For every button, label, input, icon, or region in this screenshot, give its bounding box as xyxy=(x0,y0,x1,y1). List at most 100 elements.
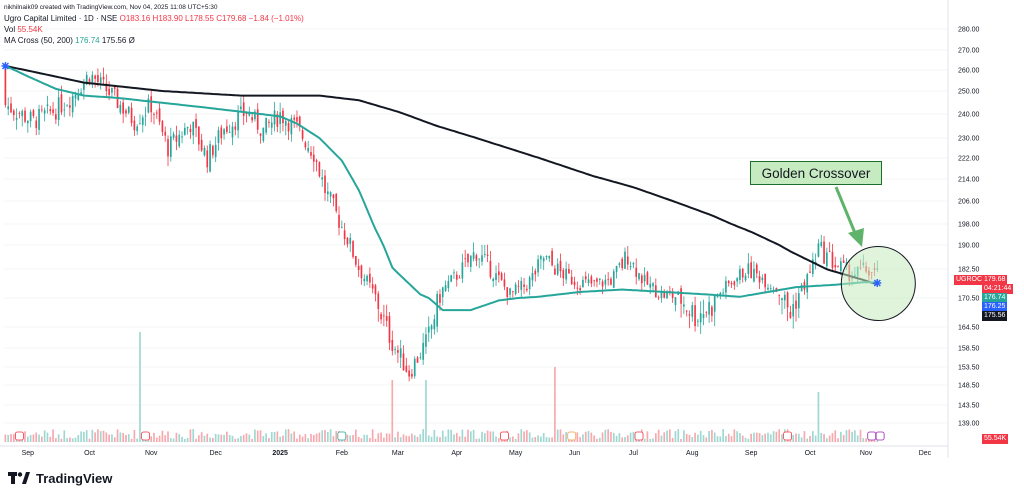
volume-bar xyxy=(607,429,610,442)
volume-bar xyxy=(212,437,214,442)
candle-body xyxy=(811,259,814,274)
candle-body xyxy=(326,191,329,195)
volume-bar xyxy=(610,432,612,442)
candle-body xyxy=(517,286,520,288)
volume-bar xyxy=(453,434,455,442)
candle-body xyxy=(318,162,321,177)
ma-cross-line: MA Cross (50, 200) 176.74 175.56 Ø xyxy=(4,36,135,45)
candle-body xyxy=(427,326,430,333)
candle-body xyxy=(464,258,467,260)
volume-bar xyxy=(38,434,40,442)
candle-body xyxy=(736,278,738,282)
candle-body xyxy=(643,274,646,282)
candle-body xyxy=(413,358,416,377)
volume-bar xyxy=(699,430,702,442)
candle-body xyxy=(150,96,153,113)
volume-bar xyxy=(268,438,270,442)
volume-bar xyxy=(217,434,220,442)
volume-bar xyxy=(254,429,256,442)
volume-bar xyxy=(189,429,192,442)
ohlc-low: L178.55 xyxy=(185,14,214,23)
event-marker xyxy=(337,431,347,441)
volume-bar xyxy=(74,437,77,442)
volume-bar xyxy=(517,433,520,442)
volume-bar xyxy=(97,429,99,442)
volume-bar xyxy=(747,438,750,442)
candle-body xyxy=(268,121,270,123)
candle-body xyxy=(828,251,831,253)
volume-line: Vol 55.54K xyxy=(4,25,43,34)
candle-body xyxy=(559,260,562,272)
volume-bar xyxy=(444,436,447,442)
volume-bar xyxy=(186,438,189,442)
candle-body xyxy=(127,106,130,113)
candle-body xyxy=(683,304,685,307)
candle-body xyxy=(52,109,54,113)
candle-body xyxy=(635,267,638,277)
candle-body xyxy=(769,288,772,289)
ma-settings-icon[interactable]: Ø xyxy=(128,36,135,45)
grid xyxy=(4,28,948,424)
volume-bar xyxy=(705,437,708,442)
event-marker xyxy=(15,431,24,441)
tradingview-logo[interactable]: TradingView xyxy=(8,470,112,486)
candle-body xyxy=(394,349,396,350)
candle-body xyxy=(640,275,643,284)
candle-body xyxy=(478,258,481,260)
x-tick-label: Sep xyxy=(22,450,35,457)
candle-body xyxy=(711,306,713,316)
volume-bar xyxy=(755,432,758,442)
y-tick-label: 139.00 xyxy=(958,421,980,428)
y-tick-label: 164.50 xyxy=(958,325,980,332)
candle-body xyxy=(49,109,52,112)
candle-body xyxy=(175,135,178,142)
volume-bar xyxy=(626,435,629,442)
candlesticks xyxy=(4,64,879,382)
golden-crossover-label: Golden Crossover xyxy=(750,161,882,185)
volume-bar xyxy=(618,433,621,442)
volume-bar xyxy=(683,430,685,442)
volume-bar xyxy=(744,437,747,442)
candle-body xyxy=(725,280,727,293)
volume-bar xyxy=(262,436,265,442)
volume-bar xyxy=(102,430,105,442)
volume-bar xyxy=(478,438,481,442)
candle-body xyxy=(366,275,368,282)
volume-bar xyxy=(183,438,186,442)
volume-bar xyxy=(310,433,312,442)
candle-body xyxy=(458,277,461,279)
candle-body xyxy=(523,284,525,287)
volume-bar xyxy=(430,436,433,442)
candle-body xyxy=(71,95,74,113)
volume-bar xyxy=(439,437,441,442)
candle-body xyxy=(296,117,298,122)
candle-body xyxy=(596,278,598,282)
candle-body xyxy=(556,263,559,275)
volume-bar xyxy=(377,433,380,442)
volume-bar xyxy=(158,435,161,442)
last-price-tag: 179.68 xyxy=(982,275,1008,285)
volume-bar xyxy=(411,433,413,442)
x-tick-label: Feb xyxy=(336,450,348,457)
y-tick-label: 143.50 xyxy=(958,403,980,410)
volume-bar xyxy=(660,435,663,442)
volume-bar xyxy=(200,432,203,442)
volume-bar xyxy=(495,436,497,442)
candle-body xyxy=(178,134,181,147)
volume-bar xyxy=(629,432,632,442)
volume-bar xyxy=(579,437,581,442)
candle-body xyxy=(702,314,705,319)
volume-bar xyxy=(685,433,688,442)
volume-bar xyxy=(284,429,287,442)
volume-bar xyxy=(486,430,489,442)
volume-bar xyxy=(41,436,43,442)
candle-body xyxy=(279,112,281,125)
volume-bar xyxy=(464,436,467,442)
candle-body xyxy=(674,297,677,305)
candle-body xyxy=(629,266,632,268)
candle-body xyxy=(568,269,570,274)
candle-body xyxy=(198,126,200,145)
volume-bar xyxy=(405,435,408,442)
volume-bar xyxy=(587,431,590,442)
